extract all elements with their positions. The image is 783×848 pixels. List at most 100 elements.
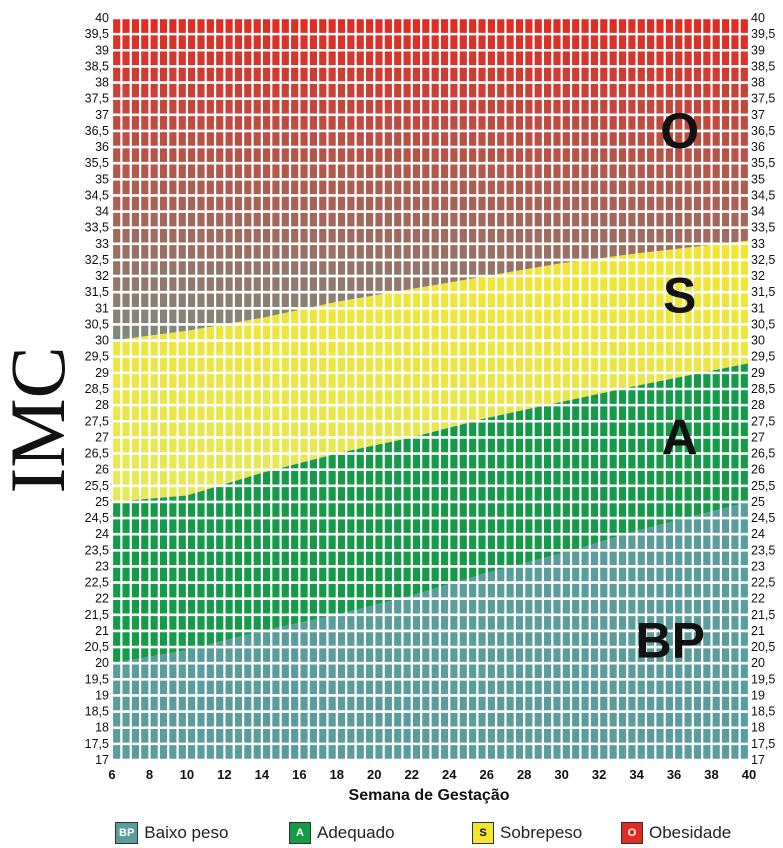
y-tick-label-left: 34 <box>95 205 109 219</box>
grid-lines <box>110 16 751 762</box>
y-tick-label-left: 23,5 <box>85 543 109 557</box>
y-tick-label-left: 26,5 <box>85 447 109 461</box>
x-tick-label: 20 <box>367 767 381 782</box>
y-tick-label-left: 37,5 <box>85 92 109 106</box>
y-tick-label-left: 29,5 <box>85 350 109 364</box>
y-tick-label-left: 20 <box>95 656 109 670</box>
y-tick-label-left: 31,5 <box>85 285 109 299</box>
x-tick-label: 32 <box>592 767 606 782</box>
y-tick-label-right: 36 <box>751 140 765 154</box>
y-tick-label-left: 26 <box>95 463 109 477</box>
legend-item-sobrepeso: S Sobrepeso <box>472 820 582 846</box>
y-tick-label-left: 28 <box>95 398 109 412</box>
y-tick-label-right: 31,5 <box>751 285 775 299</box>
x-tick-label: 14 <box>255 767 270 782</box>
legend-item-adequado: A Adequado <box>289 820 395 846</box>
y-tick-label-left: 17,5 <box>85 737 109 751</box>
x-tick-label: 40 <box>742 767 756 782</box>
x-tick-label: 6 <box>108 767 115 782</box>
y-tick-label-right: 30 <box>751 334 765 348</box>
y-tick-label-right: 26 <box>751 463 765 477</box>
y-tick-label-right: 17,5 <box>751 737 775 751</box>
y-tick-label-left: 18 <box>95 721 109 735</box>
y-tick-label-right: 21,5 <box>751 608 775 622</box>
y-tick-label-left: 36 <box>95 140 109 154</box>
y-tick-label-left: 18,5 <box>85 705 109 719</box>
x-tick-label: 26 <box>479 767 493 782</box>
y-tick-label-right: 21 <box>751 624 765 638</box>
y-tick-label-right: 40 <box>751 11 765 25</box>
y-tick-label-left: 33 <box>95 237 109 251</box>
y-tick-label-right: 20 <box>751 656 765 670</box>
y-tick-label-left: 25,5 <box>85 479 109 493</box>
x-tick-label: 8 <box>146 767 153 782</box>
y-tick-label-right: 28,5 <box>751 382 775 396</box>
y-tick-label-left: 19,5 <box>85 672 109 686</box>
y-tick-label-left: 34,5 <box>85 188 109 202</box>
y-tick-label-left: 27,5 <box>85 414 109 428</box>
legend-swatch-adequado: A <box>289 822 311 844</box>
y-tick-label-right: 22,5 <box>751 576 775 590</box>
y-tick-label-left: 37 <box>95 108 109 122</box>
y-tick-label-right: 38,5 <box>751 59 775 73</box>
y-tick-label-right: 39,5 <box>751 27 775 41</box>
y-tick-label-right: 17 <box>751 753 765 767</box>
legend-label-obesidade: Obesidade <box>649 823 732 842</box>
y-tick-label-left: 38 <box>95 76 109 90</box>
y-tick-label-right: 39 <box>751 43 765 57</box>
imc-chart: 17 17 17,5 17,5 18 18 18,5 18,5 19 19 19,5 19,5 20 20… <box>0 11 776 804</box>
y-tick-label-left: 22 <box>95 592 109 606</box>
y-tick-label-left: 28,5 <box>85 382 109 396</box>
y-tick-label-left: 23 <box>95 559 109 573</box>
x-tick-label: 24 <box>442 767 457 782</box>
y-tick-label-right: 24 <box>751 527 765 541</box>
y-tick-label-right: 27,5 <box>751 414 775 428</box>
y-tick-label-right: 18,5 <box>751 705 775 719</box>
y-tick-label-left: 33,5 <box>85 221 109 235</box>
y-tick-label-right: 33 <box>751 237 765 251</box>
legend-swatch-sobrepeso: S <box>472 822 494 844</box>
y-tick-label-left: 21,5 <box>85 608 109 622</box>
zone-label-o: O <box>660 103 699 159</box>
y-tick-label-left: 19 <box>95 688 109 702</box>
legend-label-adequado: Adequado <box>317 823 395 842</box>
x-tick-label: 38 <box>704 767 718 782</box>
y-tick-label-right: 25 <box>751 495 765 509</box>
y-tick-label-left: 39,5 <box>85 27 109 41</box>
axis-ticks: 17 17 17,5 17,5 18 18 18,5 18,5 19 19 19,5 19,5 20 20… <box>85 11 776 782</box>
legend: BP Baixo peso A Adequado S Sobrepeso O O… <box>0 820 783 848</box>
x-tick-label: 34 <box>629 767 644 782</box>
zone-label-bp: BP <box>636 613 705 669</box>
y-tick-label-left: 30,5 <box>85 317 109 331</box>
y-tick-label-right: 22 <box>751 592 765 606</box>
x-tick-label: 10 <box>180 767 194 782</box>
y-tick-label-left: 27 <box>95 430 109 444</box>
y-tick-label-right: 27 <box>751 430 765 444</box>
y-tick-label-left: 32 <box>95 269 109 283</box>
legend-item-baixo-peso: BP Baixo peso <box>115 820 228 846</box>
zone-label-a: A <box>662 409 698 465</box>
zone-labels: O S A BP <box>636 103 705 669</box>
y-tick-label-right: 29,5 <box>751 350 775 364</box>
y-tick-label-right: 31 <box>751 301 765 315</box>
y-tick-label-right: 24,5 <box>751 511 775 525</box>
y-tick-label-left: 36,5 <box>85 124 109 138</box>
y-tick-label-left: 32,5 <box>85 253 109 267</box>
y-tick-label-right: 26,5 <box>751 447 775 461</box>
x-tick-label: 18 <box>330 767 344 782</box>
y-tick-label-right: 19 <box>751 688 765 702</box>
legend-label-baixo-peso: Baixo peso <box>144 823 229 842</box>
y-tick-label-left: 20,5 <box>85 640 109 654</box>
x-tick-label: 16 <box>292 767 306 782</box>
zone-label-s: S <box>663 267 696 323</box>
y-tick-label-left: 17 <box>95 753 109 767</box>
x-tick-label: 12 <box>217 767 231 782</box>
y-tick-label-right: 32,5 <box>751 253 775 267</box>
y-tick-label-left: 30 <box>95 334 109 348</box>
y-tick-label-right: 30,5 <box>751 317 775 331</box>
y-tick-label-left: 40 <box>95 11 109 25</box>
legend-item-obesidade: O Obesidade <box>621 820 731 846</box>
y-tick-label-right: 25,5 <box>751 479 775 493</box>
y-tick-label-left: 22,5 <box>85 576 109 590</box>
y-tick-label-left: 39 <box>95 43 109 57</box>
